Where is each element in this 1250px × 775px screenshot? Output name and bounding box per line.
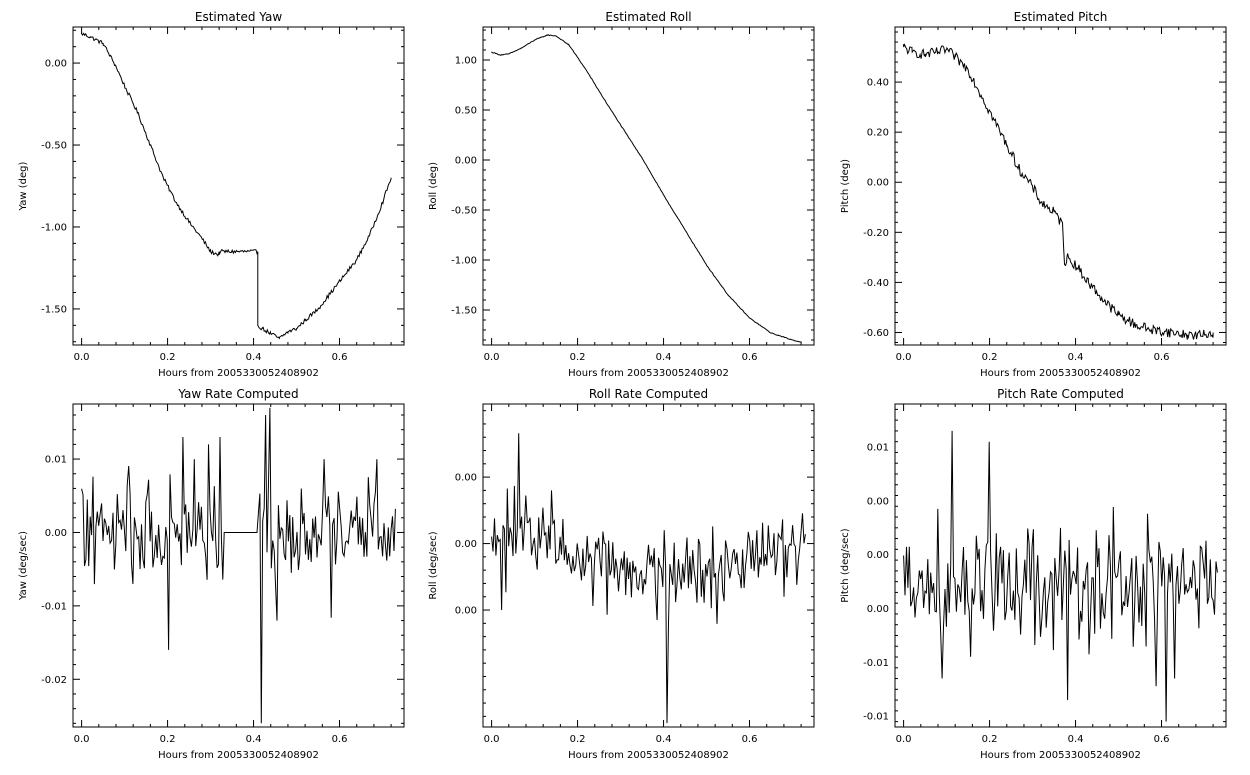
y-tick-label: 0.00 bbox=[455, 606, 477, 617]
series-line bbox=[491, 433, 806, 724]
x-tick-label: 0.6 bbox=[1154, 352, 1170, 363]
y-tick-label: 0.01 bbox=[867, 443, 889, 454]
y-tick-label: -1.00 bbox=[41, 222, 67, 233]
chart-title: Pitch Rate Computed bbox=[997, 387, 1124, 401]
x-tick-label: 0.4 bbox=[1068, 734, 1084, 745]
x-axis-label: Hours from 2005330052408902 bbox=[568, 368, 729, 379]
y-tick-label: -0.01 bbox=[863, 712, 889, 723]
panel-3: Estimated Pitch Hours from 20053300524089… bbox=[840, 10, 1227, 379]
panel-6: Pitch Rate Computed Hours from 2005330052… bbox=[840, 387, 1227, 761]
y-tick-label: 0.00 bbox=[455, 156, 477, 167]
y-tick-label: -0.50 bbox=[451, 206, 477, 217]
series-line bbox=[81, 32, 392, 340]
x-tick-label: 0.6 bbox=[742, 352, 758, 363]
y-tick-label: -1.00 bbox=[451, 256, 477, 267]
y-tick-label: 0.01 bbox=[45, 455, 67, 466]
y-tick-label: -0.01 bbox=[41, 601, 67, 612]
y-axis-label: Yaw (deg/sec) bbox=[18, 531, 29, 601]
x-tick-label: 0.4 bbox=[1068, 352, 1084, 363]
y-tick-label: 0.50 bbox=[455, 106, 477, 117]
chart-title: Estimated Pitch bbox=[1014, 10, 1108, 24]
y-axis-label: Roll (deg) bbox=[428, 162, 439, 210]
x-tick-label: 0.0 bbox=[896, 352, 912, 363]
y-tick-label: -1.50 bbox=[451, 306, 477, 317]
x-tick-label: 0.4 bbox=[656, 734, 672, 745]
x-tick-label: 0.0 bbox=[896, 734, 912, 745]
x-tick-label: 0.2 bbox=[160, 734, 176, 745]
x-axis-label: Hours from 2005330052408902 bbox=[568, 750, 729, 761]
x-tick-label: 0.0 bbox=[484, 352, 500, 363]
x-tick-label: 0.2 bbox=[570, 352, 586, 363]
panel-2: Estimated Roll Hours from 200533005240890… bbox=[428, 10, 815, 379]
y-tick-label: -0.02 bbox=[41, 675, 67, 686]
x-tick-label: 0.6 bbox=[1154, 734, 1170, 745]
chart-title: Yaw Rate Computed bbox=[177, 387, 298, 401]
y-tick-label: 0.00 bbox=[867, 496, 889, 507]
x-axis-label: Hours from 2005330052408902 bbox=[158, 368, 319, 379]
y-tick-label: -0.40 bbox=[863, 278, 889, 289]
series-line bbox=[491, 34, 802, 343]
x-tick-label: 0.2 bbox=[160, 352, 176, 363]
y-tick-label: -0.50 bbox=[41, 141, 67, 152]
y-tick-label: 0.00 bbox=[455, 473, 477, 484]
series-line bbox=[903, 43, 1214, 340]
x-tick-label: 0.0 bbox=[484, 734, 500, 745]
y-tick-label: 0.00 bbox=[867, 550, 889, 561]
panel-4: Yaw Rate Computed Hours from 200533005240… bbox=[18, 387, 405, 761]
y-tick-label: -0.20 bbox=[863, 228, 889, 239]
plot-frame bbox=[482, 403, 815, 728]
x-tick-label: 0.0 bbox=[74, 734, 90, 745]
chart-title: Estimated Roll bbox=[605, 10, 691, 24]
series-line bbox=[903, 430, 1218, 722]
x-tick-label: 0.2 bbox=[982, 734, 998, 745]
plot-frame bbox=[894, 403, 1227, 728]
x-tick-label: 0.4 bbox=[656, 352, 672, 363]
y-axis-label: Roll (deg/sec) bbox=[428, 531, 439, 599]
x-tick-label: 0.2 bbox=[982, 352, 998, 363]
x-tick-label: 0.6 bbox=[332, 734, 348, 745]
y-tick-label: 0.00 bbox=[45, 528, 67, 539]
chart-title: Estimated Yaw bbox=[195, 10, 282, 24]
y-axis-label: Yaw (deg) bbox=[18, 161, 29, 211]
y-tick-label: 0.40 bbox=[867, 78, 889, 89]
y-tick-label: 0.20 bbox=[867, 128, 889, 139]
x-tick-label: 0.6 bbox=[332, 352, 348, 363]
y-axis-label: Pitch (deg/sec) bbox=[840, 528, 851, 603]
y-tick-label: 0.00 bbox=[45, 59, 67, 70]
y-tick-label: -0.01 bbox=[863, 658, 889, 669]
x-tick-label: 0.4 bbox=[246, 734, 262, 745]
x-tick-label: 0.6 bbox=[742, 734, 758, 745]
x-tick-label: 0.2 bbox=[570, 734, 586, 745]
x-axis-label: Hours from 2005330052408902 bbox=[158, 750, 319, 761]
x-axis-label: Hours from 2005330052408902 bbox=[980, 750, 1141, 761]
y-tick-label: 1.00 bbox=[455, 56, 477, 67]
series-line bbox=[81, 407, 396, 724]
x-axis-label: Hours from 2005330052408902 bbox=[980, 368, 1141, 379]
plot-frame bbox=[72, 403, 405, 728]
plot-frame bbox=[72, 26, 405, 346]
y-tick-label: 0.00 bbox=[867, 604, 889, 615]
panel-5: Roll Rate Computed Hours from 20053300524… bbox=[428, 387, 815, 761]
y-axis-label: Pitch (deg) bbox=[840, 159, 851, 213]
plot-frame bbox=[482, 26, 815, 346]
y-tick-label: -0.60 bbox=[863, 328, 889, 339]
y-tick-label: -1.50 bbox=[41, 304, 67, 315]
chart-title: Roll Rate Computed bbox=[589, 387, 708, 401]
y-tick-label: 0.00 bbox=[455, 539, 477, 550]
plot-frame bbox=[894, 26, 1227, 346]
x-tick-label: 0.4 bbox=[246, 352, 262, 363]
panel-1: Estimated Yaw Hours from 2005330052408902… bbox=[18, 10, 405, 379]
y-tick-label: 0.00 bbox=[867, 178, 889, 189]
x-tick-label: 0.0 bbox=[74, 352, 90, 363]
